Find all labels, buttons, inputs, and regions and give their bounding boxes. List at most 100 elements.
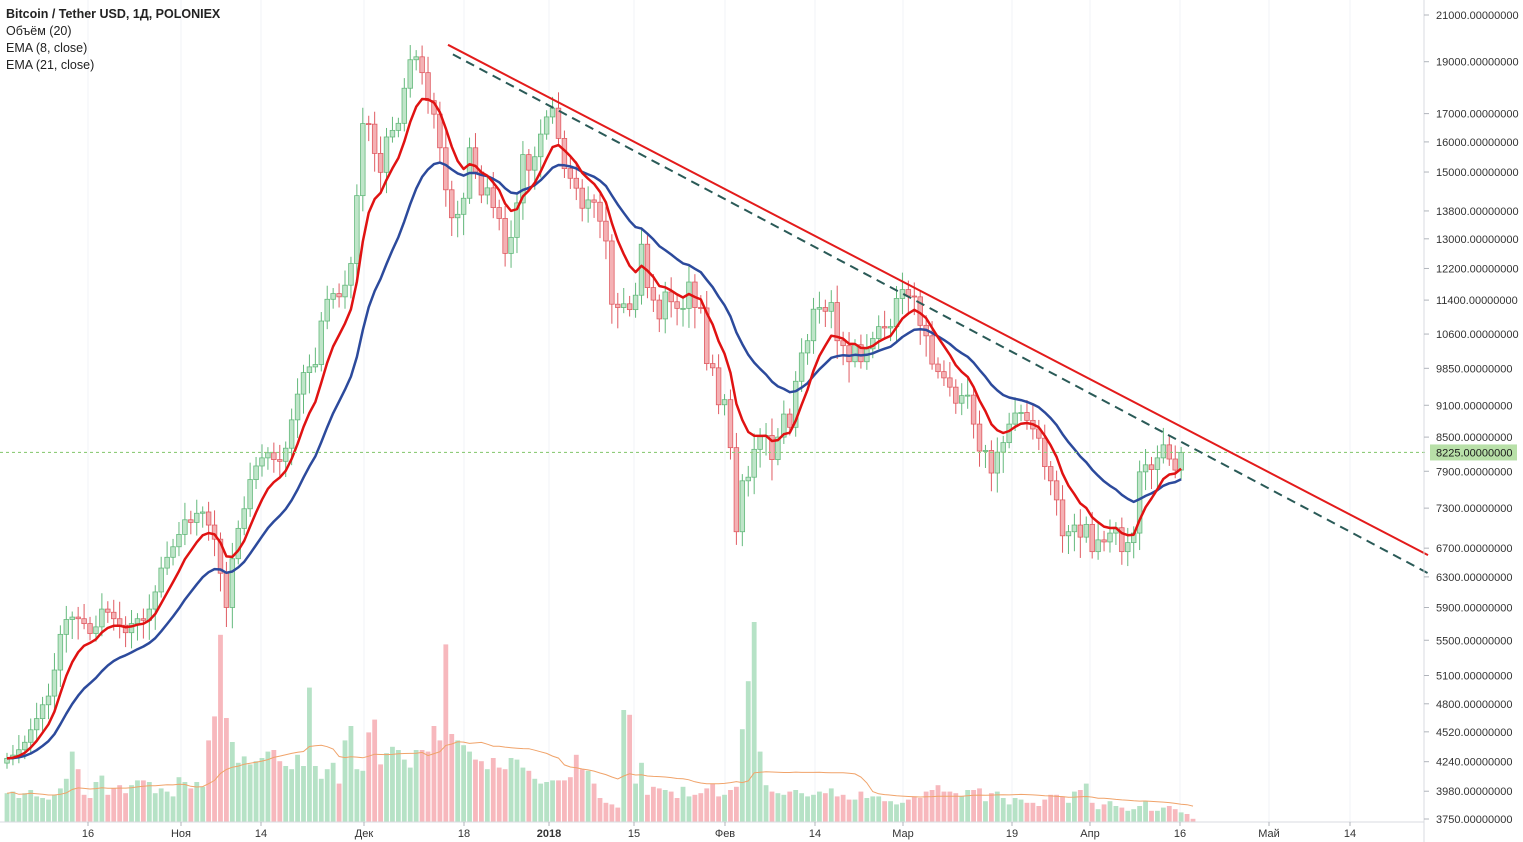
- candle-body: [140, 618, 147, 621]
- candle-body: [22, 741, 28, 751]
- candle: [632, 282, 639, 318]
- candle-body: [28, 729, 34, 743]
- volume-bar: [206, 740, 212, 822]
- volume-bar: [176, 777, 182, 822]
- candle-body: [721, 399, 728, 406]
- candle: [401, 78, 408, 132]
- volume-bar: [520, 767, 526, 822]
- candle: [626, 295, 633, 317]
- volume-bar: [259, 758, 265, 822]
- candle: [484, 176, 491, 205]
- candle-body: [51, 669, 58, 697]
- volume-bar: [229, 742, 235, 822]
- volume-bar: [1072, 791, 1077, 822]
- volume-bar: [366, 732, 372, 822]
- candle-body: [964, 394, 971, 397]
- volume-bar: [988, 793, 994, 822]
- volume-bar: [544, 782, 550, 822]
- candle-body: [822, 307, 829, 312]
- ema-slow-label[interactable]: EMA (21, close): [6, 58, 95, 72]
- candle: [982, 444, 989, 468]
- candle: [324, 285, 330, 330]
- volume-bar: [200, 786, 206, 822]
- candle: [1053, 470, 1060, 516]
- candle-body: [846, 345, 852, 363]
- symbol-title[interactable]: Bitcoin / Tether USD, 1Д, POLONIEX: [6, 7, 221, 21]
- candle-body: [757, 435, 763, 450]
- candle: [1030, 403, 1036, 440]
- candle: [846, 332, 852, 383]
- volume-bar: [496, 767, 502, 822]
- candle-body: [727, 399, 734, 449]
- candle: [271, 442, 277, 473]
- candle: [745, 465, 751, 497]
- price-axis[interactable]: 21000.00000000 19000.00000000 17000.000000…: [1423, 0, 1519, 842]
- volume-bar: [710, 783, 716, 822]
- candle-body: [520, 154, 526, 204]
- volume-bar: [372, 719, 378, 822]
- candle-body: [235, 527, 241, 560]
- candle: [33, 702, 40, 742]
- volume-bar: [461, 745, 467, 822]
- volume-bar: [265, 751, 271, 822]
- candle-body: [199, 511, 206, 514]
- volume-bars: [4, 622, 1196, 822]
- candle-body: [93, 626, 99, 634]
- candle: [1077, 509, 1084, 558]
- volume-bar: [953, 793, 959, 822]
- candle-body: [911, 295, 917, 298]
- candle: [105, 601, 111, 623]
- candle: [377, 136, 384, 192]
- candle-body: [935, 363, 941, 373]
- y-tick-label: 11400.00000000: [1436, 295, 1518, 307]
- candle-body: [804, 340, 811, 354]
- volume-bar: [621, 710, 627, 822]
- volume-indicator-label[interactable]: Объём (20): [6, 24, 72, 38]
- candle: [69, 611, 75, 640]
- candle-body: [449, 189, 455, 219]
- volume-bar: [1054, 794, 1060, 822]
- candle: [775, 428, 781, 466]
- candle: [1107, 519, 1113, 553]
- y-tick-label: 3980.00000000: [1436, 786, 1512, 798]
- candle: [579, 179, 585, 222]
- candle: [342, 270, 348, 309]
- volume-bar: [194, 782, 200, 822]
- volume-bar: [722, 794, 727, 822]
- candle-body: [893, 298, 900, 328]
- candle-body: [288, 419, 295, 449]
- volume-bar: [212, 716, 217, 822]
- candle-body: [603, 220, 609, 242]
- candle-body: [781, 413, 787, 438]
- candle: [51, 653, 58, 712]
- volume-bar: [828, 788, 834, 822]
- volume-bar: [1137, 806, 1143, 822]
- candle-body: [484, 187, 491, 196]
- volume-bar: [4, 793, 10, 822]
- volume-bar: [532, 778, 538, 822]
- y-tick-label: 21000.00000000: [1436, 10, 1519, 22]
- volume-bar: [1190, 818, 1196, 822]
- candle-body: [840, 340, 846, 347]
- volume-bar: [57, 788, 63, 822]
- volume-bar: [1160, 807, 1166, 822]
- candle-body: [632, 294, 639, 311]
- time-axis[interactable]: 16 Ноя 14 Дек 18 2018 15 Фев 14 Мар 19 Апр 16 Май 14: [0, 821, 1424, 840]
- current-price-label: 8225.00000000: [1436, 447, 1512, 459]
- candle: [496, 199, 502, 231]
- candle-body: [704, 307, 710, 364]
- volume-bar: [87, 798, 93, 822]
- volume-bar: [437, 740, 443, 822]
- candle: [650, 274, 657, 312]
- candle: [134, 613, 141, 641]
- volume-bar: [627, 714, 633, 822]
- candle-body: [81, 618, 87, 624]
- candle: [520, 141, 526, 220]
- volume-bar: [864, 798, 870, 822]
- candle-body: [751, 448, 757, 478]
- ema-fast-label[interactable]: EMA (8, close): [6, 41, 88, 55]
- volume-bar: [876, 796, 882, 822]
- candle-body: [1148, 464, 1155, 470]
- candle-body: [810, 308, 817, 342]
